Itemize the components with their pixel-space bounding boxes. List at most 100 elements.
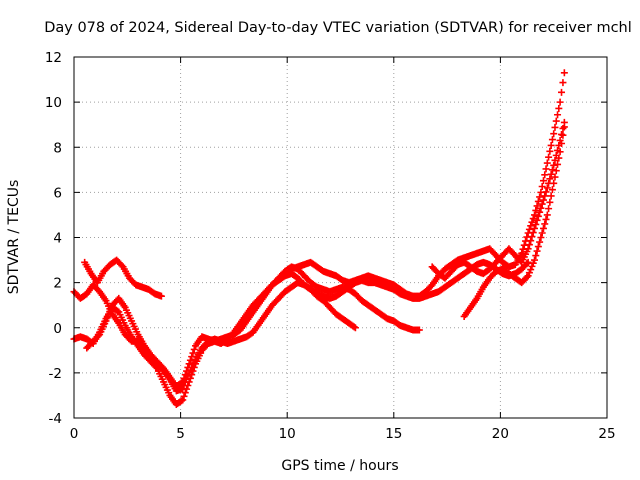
x-axis-label: GPS time / hours <box>281 458 398 474</box>
data-point <box>542 215 550 223</box>
data-point <box>179 396 187 404</box>
data-point <box>534 212 542 220</box>
data-point <box>546 147 554 155</box>
data-point <box>551 156 559 164</box>
data-point <box>559 79 567 87</box>
data-point <box>106 308 114 316</box>
data-point <box>550 179 558 187</box>
data-point <box>539 177 547 185</box>
data-point <box>527 266 535 274</box>
data-series <box>70 69 568 408</box>
data-point <box>525 225 533 233</box>
y-tick-label: 4 <box>53 231 62 247</box>
data-point <box>157 292 165 300</box>
data-point <box>532 220 540 228</box>
data-point <box>548 136 556 144</box>
data-point <box>184 363 192 371</box>
data-point <box>536 238 544 246</box>
data-point <box>183 385 191 393</box>
data-point <box>543 159 551 167</box>
data-point <box>94 332 102 340</box>
data-point <box>538 200 546 208</box>
data-point <box>177 379 185 387</box>
data-point <box>551 123 559 131</box>
data-point <box>552 167 560 175</box>
data-point <box>531 256 539 264</box>
data-point <box>533 216 541 224</box>
data-point <box>188 353 196 361</box>
data-point <box>528 218 536 226</box>
data-point <box>558 88 566 96</box>
data-point <box>185 360 193 368</box>
data-point <box>555 104 563 112</box>
data-point <box>558 139 566 147</box>
data-point <box>177 397 185 405</box>
data-point <box>118 261 126 269</box>
data-point <box>188 371 196 379</box>
data-point <box>551 173 559 181</box>
data-point <box>528 262 536 270</box>
data-point <box>556 98 564 106</box>
data-point <box>548 166 556 174</box>
data-point <box>559 131 567 139</box>
data-point <box>152 363 160 371</box>
data-point <box>102 317 110 325</box>
data-point <box>533 202 541 210</box>
data-point <box>531 211 539 219</box>
data-point <box>552 117 560 125</box>
series-track-3 <box>81 256 165 300</box>
y-tick-label: 8 <box>53 140 62 156</box>
data-point <box>524 245 532 253</box>
y-tick-label: 2 <box>53 276 62 292</box>
data-point <box>113 307 121 315</box>
x-tick-label: 25 <box>598 426 615 442</box>
data-point <box>190 363 198 371</box>
data-point <box>183 367 191 375</box>
data-point <box>547 170 555 178</box>
data-point <box>541 192 549 200</box>
data-point <box>185 378 193 386</box>
data-point <box>538 183 546 191</box>
data-point <box>542 188 550 196</box>
data-point <box>534 197 542 205</box>
data-point <box>555 154 563 162</box>
y-tick-label: 0 <box>53 321 62 337</box>
y-tick-label: -4 <box>49 411 62 427</box>
x-tick-label: 15 <box>385 426 402 442</box>
y-axis-label: SDTVAR / TECUs <box>6 180 22 295</box>
data-point <box>537 234 545 241</box>
data-point <box>560 123 568 131</box>
data-point <box>545 153 553 161</box>
data-point <box>190 345 198 353</box>
data-point <box>547 192 555 200</box>
data-point <box>550 161 558 169</box>
y-tick-label: 12 <box>45 50 62 66</box>
data-point <box>532 252 540 260</box>
data-point <box>546 175 554 183</box>
data-point <box>538 229 546 237</box>
x-tick-label: 10 <box>279 426 296 442</box>
chart-title: Day 078 of 2024, Sidereal Day-to-day VTE… <box>44 20 632 36</box>
data-point <box>545 205 553 213</box>
data-point <box>527 222 535 230</box>
data-point <box>529 229 537 237</box>
data-point <box>541 171 549 179</box>
data-point <box>524 258 532 266</box>
data-point <box>543 211 551 219</box>
data-point <box>181 389 189 397</box>
data-point <box>559 124 567 132</box>
data-point <box>527 237 535 245</box>
data-point <box>524 272 532 280</box>
data-point <box>525 269 533 277</box>
data-point <box>543 184 551 192</box>
data-point <box>179 378 187 386</box>
data-point <box>560 69 568 77</box>
data-point <box>554 111 562 119</box>
data-point <box>103 314 111 322</box>
y-tick-label: 6 <box>53 185 62 201</box>
data-point <box>415 326 423 334</box>
series-track-7 <box>460 123 568 320</box>
data-point <box>531 224 539 232</box>
data-point <box>534 243 542 251</box>
data-point <box>536 193 544 201</box>
